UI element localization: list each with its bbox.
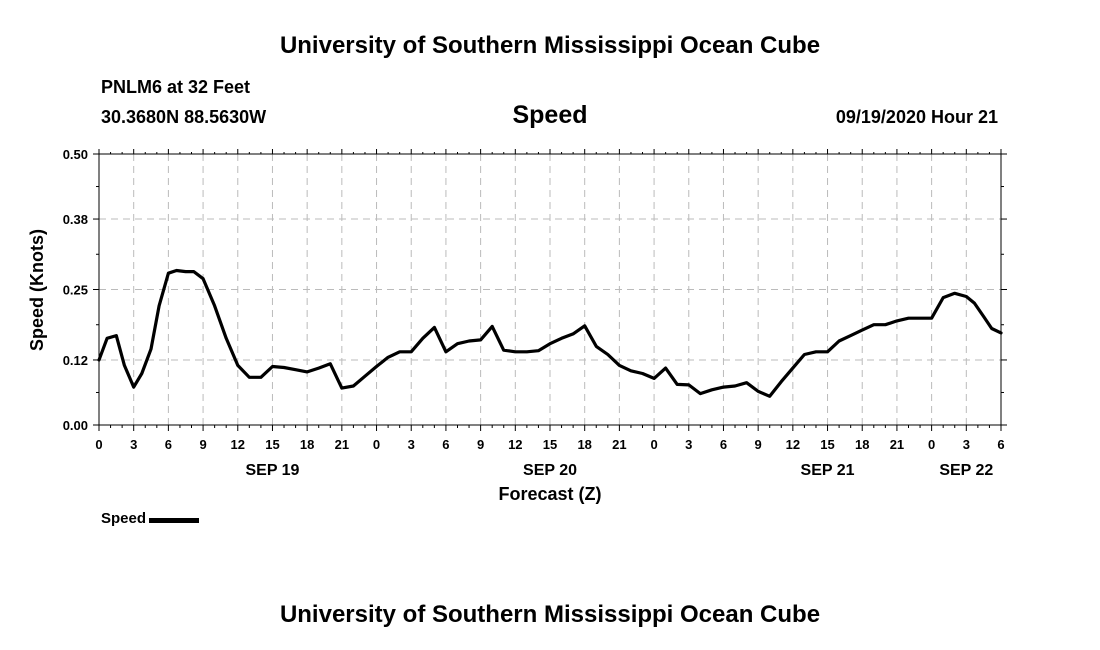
x-tick-label: 12 [786,437,800,452]
y-tick-label: 0.12 [63,353,88,368]
grid-lines [99,154,1001,425]
y-axis-label: Speed (Knots) [27,229,47,351]
x-tick-label: 6 [442,437,449,452]
x-axis-label: Forecast (Z) [498,484,601,504]
x-tick-label: 9 [755,437,762,452]
station-label: PNLM6 at 32 Feet [101,77,251,97]
x-date-label: SEP 19 [245,462,299,479]
x-tick-label: 15 [820,437,834,452]
chart-title: Speed [512,101,588,129]
y-tick-label: 0.38 [63,212,88,227]
x-date-label: SEP 20 [523,462,577,479]
x-tick-label: 18 [855,437,869,452]
x-tick-label: 18 [577,437,591,452]
axis-ticks [93,149,1007,431]
x-tick-label: 21 [890,437,904,452]
x-tick-label: 3 [963,437,970,452]
x-tick-label: 3 [685,437,692,452]
x-tick-label: 6 [997,437,1004,452]
x-tick-label: 9 [477,437,484,452]
series-layer [97,268,1003,398]
x-date-label: SEP 21 [801,462,855,479]
y-tick-label: 0.00 [63,418,88,433]
x-tick-label: 3 [408,437,415,452]
x-tick-label: 12 [508,437,522,452]
legend-line-swatch [149,517,200,523]
x-date-label: SEP 22 [939,462,993,479]
x-tick-label: 15 [265,437,279,452]
x-tick-label: 9 [199,437,206,452]
x-tick-label: 0 [373,437,380,452]
page-title: University of Southern Mississippi Ocean… [279,32,821,59]
x-tick-label: 21 [335,437,349,452]
x-tick-label: 3 [130,437,137,452]
x-tick-label: 0 [928,437,935,452]
x-tick-label: 6 [720,437,727,452]
x-tick-label: 12 [231,437,245,452]
legend-label: Speed [101,510,147,527]
coordinates-label: 30.3680N 88.5630W [101,107,267,127]
series-line-speed [97,268,1003,398]
x-tick-label: 0 [650,437,657,452]
axis-tick-labels: 0.00 0.12 0.25 0.38 0.50 0 3 6 9 12 15 18 21 0 3 6 9 12 15… [63,147,1005,479]
x-tick-label: 15 [543,437,557,452]
legend: Speed [101,510,200,527]
y-tick-label: 0.50 [63,147,88,162]
x-tick-label: 0 [95,437,102,452]
x-tick-label: 18 [300,437,314,452]
forecast-datetime: 09/19/2020 Hour 21 [835,107,998,127]
x-tick-label: 6 [165,437,172,452]
x-tick-label: 21 [612,437,626,452]
y-tick-label: 0.25 [63,283,88,298]
footer-title: University of Southern Mississippi Ocean… [279,601,821,628]
